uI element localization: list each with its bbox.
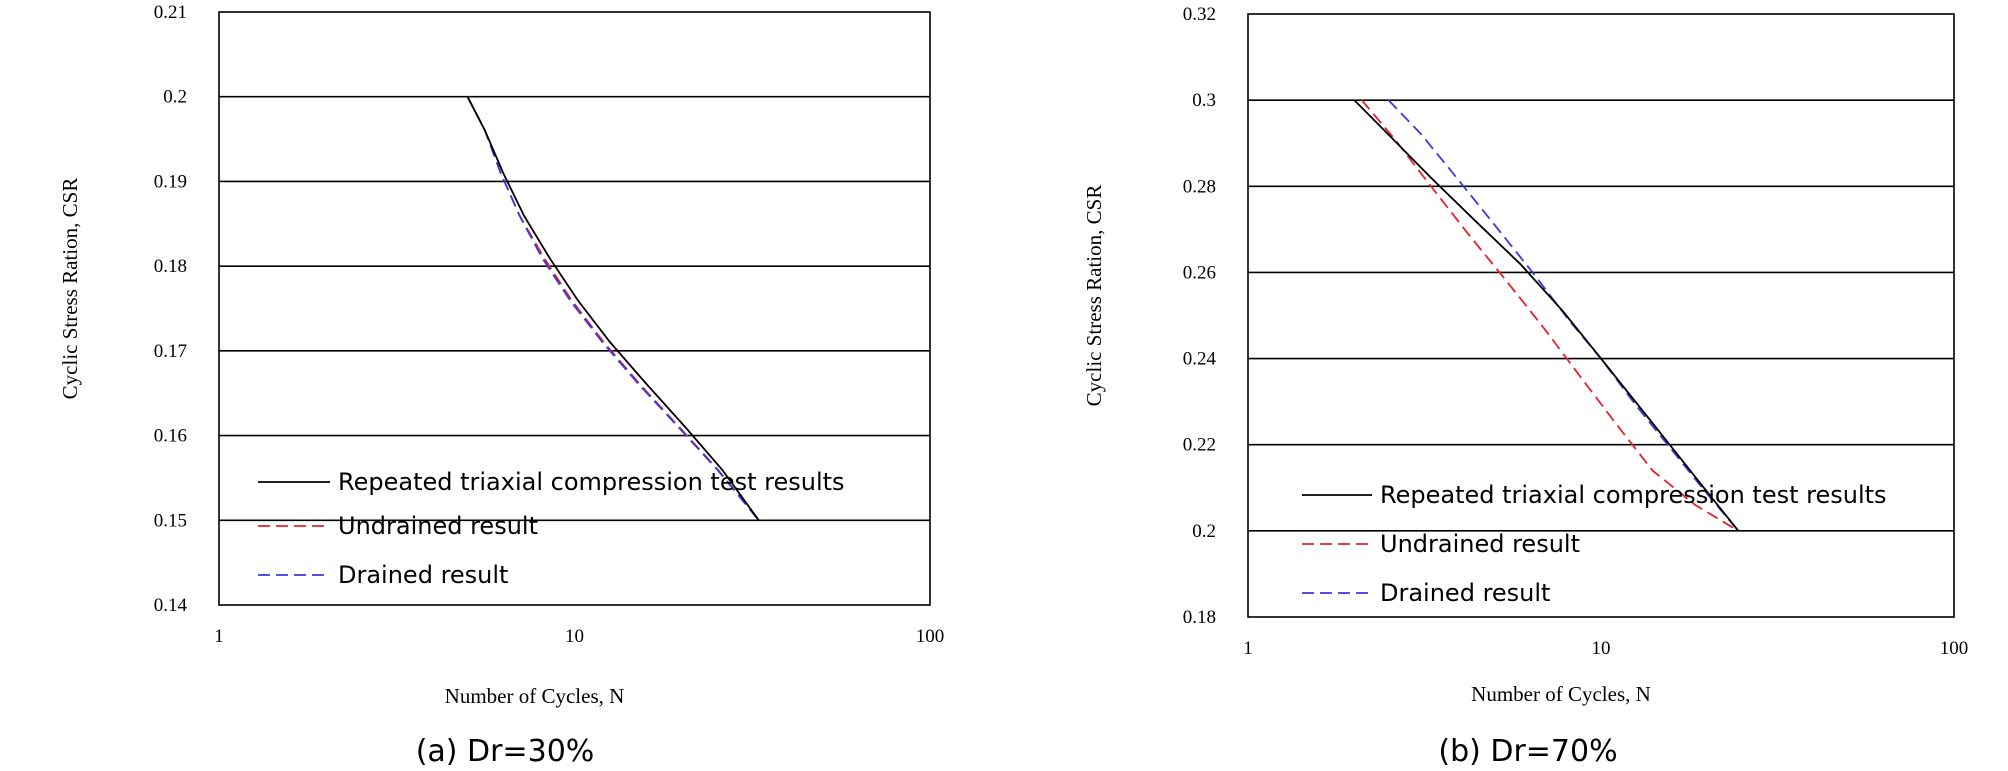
y-tick-label: 0.16 <box>154 426 187 447</box>
series-line-repeated-triaxial-compression-test-results <box>1353 99 1740 532</box>
y-tick-label: 0.2 <box>163 87 187 108</box>
x-tick-label: 100 <box>916 626 945 647</box>
y-axis-title: Cyclic Stress Ration, CSR <box>58 178 82 400</box>
legend-label: Undrained result <box>1380 530 1580 558</box>
legend-label: Repeated triaxial compression test resul… <box>338 468 845 496</box>
legend-label: Undrained result <box>338 512 538 540</box>
y-tick-label: 0.18 <box>154 256 187 277</box>
legend-label: Drained result <box>1380 579 1550 607</box>
y-tick-label: 0.3 <box>1192 90 1216 111</box>
y-tick-label: 0.26 <box>1183 262 1216 283</box>
chart-caption: (b) Dr=70% <box>1438 734 1617 769</box>
chart-caption: (a) Dr=30% <box>416 734 595 769</box>
y-tick-label: 0.22 <box>1183 435 1216 456</box>
y-tick-label: 0.18 <box>1183 607 1216 628</box>
y-tick-label: 0.19 <box>154 171 187 192</box>
chart-a: 0.14 0.15 0.16 0.17 0.18 0.19 0.2 0.21 1 10 100 Num… <box>58 2 944 769</box>
y-tick-label: 0.2 <box>1192 521 1216 542</box>
legend-label: Repeated triaxial compression test resul… <box>1380 481 1887 509</box>
y-tick-label: 0.28 <box>1183 176 1216 197</box>
x-tick-label: 10 <box>565 626 584 647</box>
y-tick-label: 0.17 <box>154 341 187 362</box>
y-tick-label: 0.24 <box>1183 349 1217 370</box>
series-line-undrained-result <box>1361 99 1739 532</box>
legend-label: Drained result <box>338 561 508 589</box>
x-tick-label: 100 <box>1940 638 1969 659</box>
x-tick-label: 10 <box>1592 638 1611 659</box>
y-axis-title: Cyclic Stress Ration, CSR <box>1082 185 1106 407</box>
plot-frame <box>218 11 931 606</box>
series-line-repeated-triaxial-compression-test-results <box>466 96 760 521</box>
chart-b: 0.18 0.2 0.22 0.24 0.26 0.28 0.3 0.32 1 10 100 Numb… <box>1082 4 1968 769</box>
x-axis-title: Number of Cycles, N <box>1471 682 1651 706</box>
x-axis-title: Number of Cycles, N <box>445 684 625 708</box>
y-tick-label: 0.14 <box>154 595 188 616</box>
plot-frame <box>1247 13 1955 618</box>
series-line-drained-result <box>466 96 760 521</box>
x-tick-label: 1 <box>1243 638 1253 659</box>
y-tick-label: 0.21 <box>154 2 187 23</box>
x-tick-label: 1 <box>214 626 224 647</box>
y-tick-label: 0.15 <box>154 510 187 531</box>
y-tick-label: 0.32 <box>1183 4 1216 25</box>
series-line-undrained-result <box>466 96 760 521</box>
